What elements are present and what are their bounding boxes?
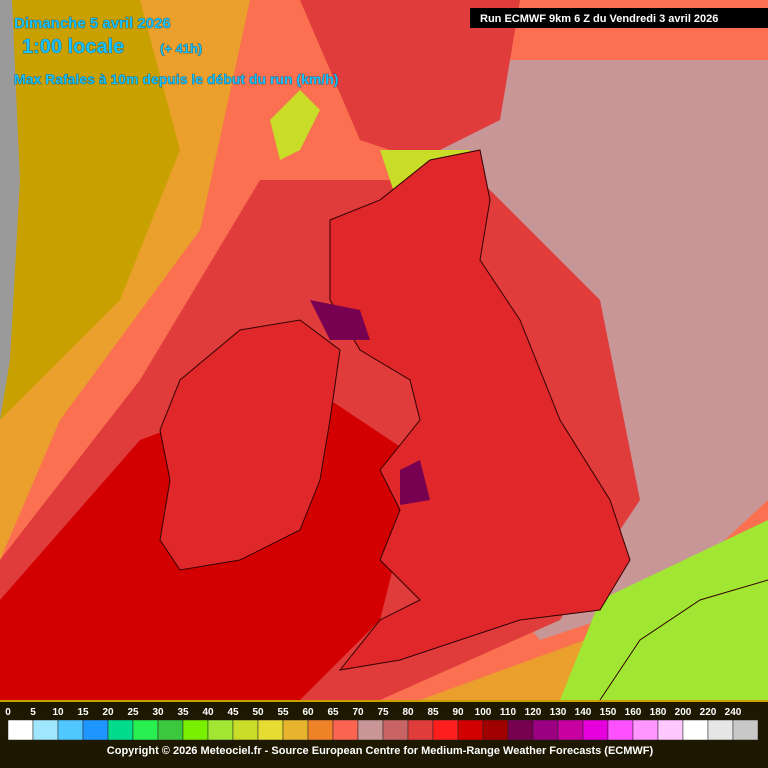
- legend-swatch: [557, 719, 584, 741]
- legend-label: 10: [52, 707, 64, 718]
- legend-swatch: [382, 719, 409, 741]
- legend-swatch: [632, 719, 659, 741]
- zone-lime: [560, 520, 768, 700]
- offset: (+ 41h): [160, 41, 202, 56]
- run: Run ECMWF 9km 6 Z du Vendredi 3 avril 20…: [480, 13, 718, 25]
- legend-label: 15: [77, 707, 89, 718]
- legend-label: 220: [700, 707, 717, 718]
- legend-label: 30: [152, 707, 164, 718]
- legend-label: 140: [575, 707, 592, 718]
- parameter: Max Rafales à 10m depuis le début du run…: [14, 71, 338, 87]
- legend-swatch: [32, 719, 59, 741]
- legend-swatch: [132, 719, 159, 741]
- legend-swatch: [357, 719, 384, 741]
- legend: 0 5 10 15 20 25 30 35 40 45 50 55 60 65 70 75 80 85 90 100 1…: [5, 707, 759, 741]
- legend-label: 90: [452, 707, 464, 718]
- legend-label: 150: [600, 707, 617, 718]
- legend-label: 40: [202, 707, 214, 718]
- coast-france: [599, 579, 768, 701]
- zone-yellow-isles: [270, 90, 320, 160]
- legend-label: 200: [675, 707, 692, 718]
- legend-swatch: [82, 719, 109, 741]
- legend-swatch: [657, 719, 684, 741]
- legend-label: 160: [625, 707, 642, 718]
- legend-label: 65: [327, 707, 339, 718]
- legend-label: 240: [725, 707, 742, 718]
- legend-swatch: [232, 719, 259, 741]
- legend-label: 60: [302, 707, 314, 718]
- legend-label: 45: [227, 707, 239, 718]
- legend-swatch: [407, 719, 434, 741]
- legend-label: 130: [550, 707, 567, 718]
- legend-label: 110: [500, 707, 517, 718]
- great-britain: [329, 149, 631, 671]
- legend-swatch: [307, 719, 334, 741]
- legend-label: 85: [427, 707, 439, 718]
- legend-swatch: [682, 719, 709, 741]
- legend-swatch: [282, 719, 309, 741]
- legend-label: 5: [30, 707, 36, 718]
- legend-label: 35: [177, 707, 189, 718]
- zone-red-north: [300, 0, 520, 160]
- legend-swatch: [182, 719, 209, 741]
- legend-swatch: [157, 719, 184, 741]
- legend-label: 25: [127, 707, 139, 718]
- legend-label: 55: [277, 707, 289, 718]
- legend-swatch: [457, 719, 484, 741]
- run-box: [470, 8, 768, 28]
- legend-label: 70: [352, 707, 364, 718]
- legend-swatch: [582, 719, 609, 741]
- legend-label: 100: [475, 707, 492, 718]
- zone-purple-north: [310, 300, 370, 340]
- legend-label: 20: [102, 707, 114, 718]
- date: Dimanche 5 avril 2026: [14, 15, 171, 32]
- legend-swatch: [257, 719, 284, 741]
- legend-swatch: [732, 719, 759, 741]
- copyright: Copyright © 2026 Meteociel.fr - Source E…: [107, 745, 654, 757]
- legend-swatch: [7, 719, 34, 741]
- ireland: [159, 319, 341, 571]
- legend-swatch: [507, 719, 534, 741]
- legend-label: 120: [525, 707, 542, 718]
- legend-label: 80: [402, 707, 414, 718]
- legend-swatch: [207, 719, 234, 741]
- legend-swatch: [607, 719, 634, 741]
- legend-swatch: [432, 719, 459, 741]
- legend-swatch: [707, 719, 734, 741]
- legend-label: 50: [252, 707, 264, 718]
- legend-label: 75: [377, 707, 389, 718]
- legend-swatch: [57, 719, 84, 741]
- legend-swatch: [532, 719, 559, 741]
- time: 1:00 locale: [22, 36, 124, 58]
- legend-swatch: [332, 719, 359, 741]
- legend-label: 180: [650, 707, 667, 718]
- edge-gray: [0, 0, 20, 420]
- legend-swatch: [107, 719, 134, 741]
- legend-label: 0: [5, 707, 11, 718]
- zone-purple: [400, 460, 430, 505]
- legend-swatch: [482, 719, 509, 741]
